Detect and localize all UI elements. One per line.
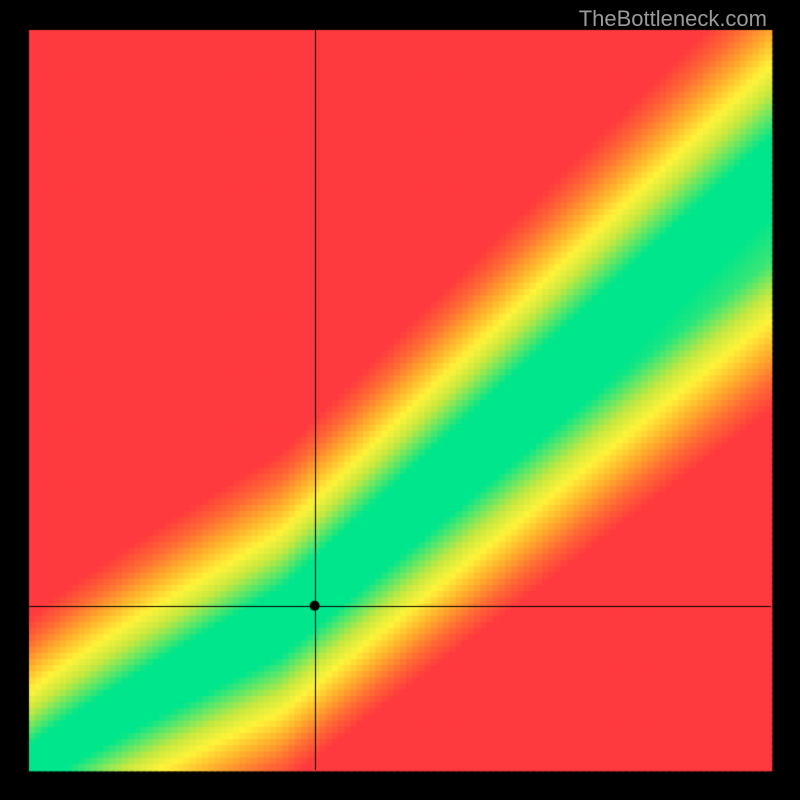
chart-container: { "canvas": { "width": 800, "height": 80… [0, 0, 800, 800]
overlay-canvas [0, 0, 800, 800]
watermark-text: TheBottleneck.com [579, 6, 767, 32]
